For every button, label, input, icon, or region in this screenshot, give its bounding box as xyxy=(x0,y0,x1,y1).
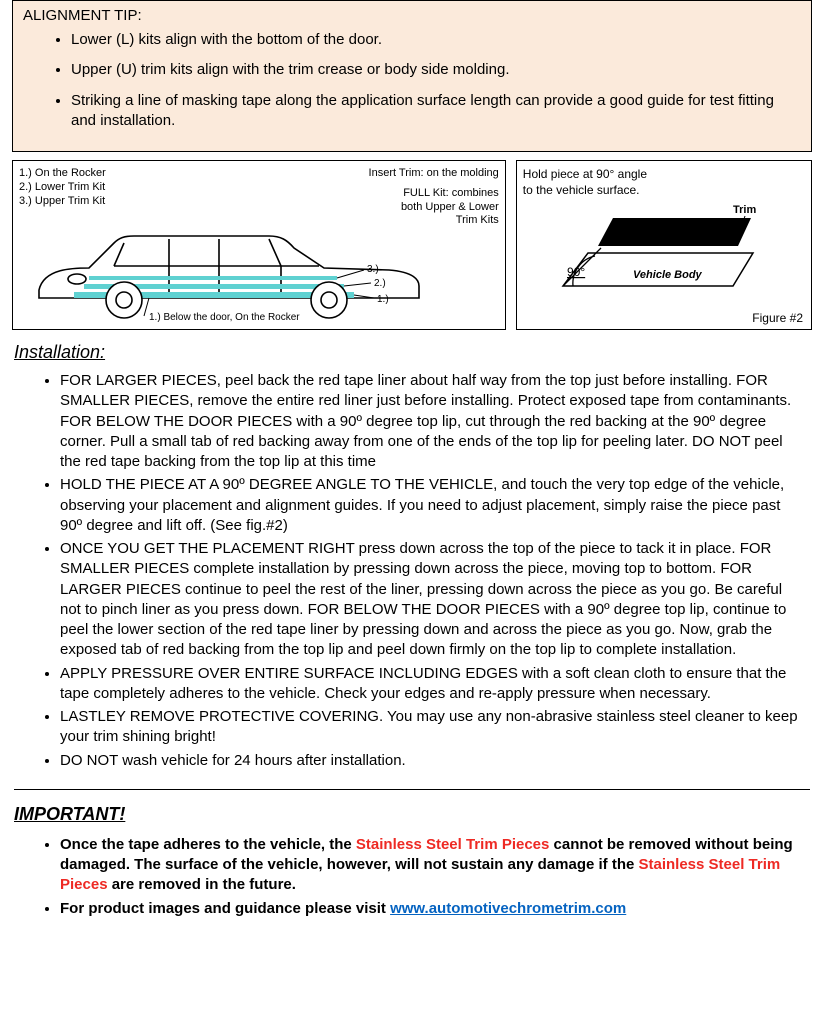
pointer-2: 2.) xyxy=(374,278,386,289)
full-kit-l1: FULL Kit: combines xyxy=(369,187,499,201)
install-item: ONCE YOU GET THE PLACEMENT RIGHT press d… xyxy=(60,539,804,661)
install-item: FOR LARGER PIECES, peel back the red tap… xyxy=(60,371,804,472)
imp2-p1: For product images and guidance please v… xyxy=(60,900,390,917)
important-heading: IMPORTANT! xyxy=(14,804,824,825)
installation-heading: Installation: xyxy=(14,342,824,363)
full-kit-l2: both Upper & Lower xyxy=(369,201,499,215)
hold-piece-l1: Hold piece at 90° angle xyxy=(523,167,805,183)
insert-trim-title: Insert Trim: on the molding xyxy=(369,167,499,181)
imp1-red1: Stainless Steel Trim Pieces xyxy=(356,836,549,853)
imp1-p3: are removed in the future. xyxy=(108,876,296,893)
car-svg: 3.) 2.) 1.) 1.) Below the door, On the R… xyxy=(19,228,459,323)
figure-label: Figure #2 xyxy=(752,311,803,325)
below-door-label: 1.) Below the door, On the Rocker xyxy=(149,312,300,323)
important-item-2: For product images and guidance please v… xyxy=(60,899,804,919)
car-label-3: 3.) Upper Trim Kit xyxy=(19,195,106,209)
install-item: APPLY PRESSURE OVER ENTIRE SURFACE INCLU… xyxy=(60,664,804,705)
divider xyxy=(14,789,810,790)
full-kit-l3: Trim Kits xyxy=(369,214,499,228)
trim-label: Trim xyxy=(733,204,756,216)
install-item: HOLD THE PIECE AT A 90º DEGREE ANGLE TO … xyxy=(60,475,804,536)
install-item: LASTLEY REMOVE PROTECTIVE COVERING. You … xyxy=(60,707,804,748)
tip-title: ALIGNMENT TIP: xyxy=(23,7,801,24)
tip-item: Striking a line of masking tape along th… xyxy=(71,91,801,132)
important-list: Once the tape adheres to the vehicle, th… xyxy=(0,835,804,919)
tip-item: Upper (U) trim kits align with the trim … xyxy=(71,60,801,80)
pointer-3: 3.) xyxy=(367,264,379,275)
diagrams-row: 1.) On the Rocker 2.) Lower Trim Kit 3.)… xyxy=(12,160,812,330)
angle-label: 90° xyxy=(567,265,585,279)
tip-list: Lower (L) kits align with the bottom of … xyxy=(23,30,801,131)
car-label-1: 1.) On the Rocker xyxy=(19,167,106,181)
imp1-p1: Once the tape adheres to the vehicle, th… xyxy=(60,836,356,853)
tip-item: Lower (L) kits align with the bottom of … xyxy=(71,30,801,50)
car-label-2: 2.) Lower Trim Kit xyxy=(19,181,106,195)
hold-piece-l2: to the vehicle surface. xyxy=(523,183,805,199)
alignment-tip-box: ALIGNMENT TIP: Lower (L) kits align with… xyxy=(12,0,812,152)
angle-diagram: Hold piece at 90° angle to the vehicle s… xyxy=(516,160,812,330)
upper-trim-strip xyxy=(89,276,337,280)
product-link[interactable]: www.automotivechrometrim.com xyxy=(390,900,626,917)
angle-svg: 90° Vehicle Body Trim xyxy=(523,198,763,298)
important-item-1: Once the tape adheres to the vehicle, th… xyxy=(60,835,804,896)
vehicle-body-label: Vehicle Body xyxy=(633,269,703,281)
install-item: DO NOT wash vehicle for 24 hours after i… xyxy=(60,751,804,771)
car-diagram: 1.) On the Rocker 2.) Lower Trim Kit 3.)… xyxy=(12,160,506,330)
installation-list: FOR LARGER PIECES, peel back the red tap… xyxy=(0,371,804,771)
pointer-1: 1.) xyxy=(377,294,389,305)
